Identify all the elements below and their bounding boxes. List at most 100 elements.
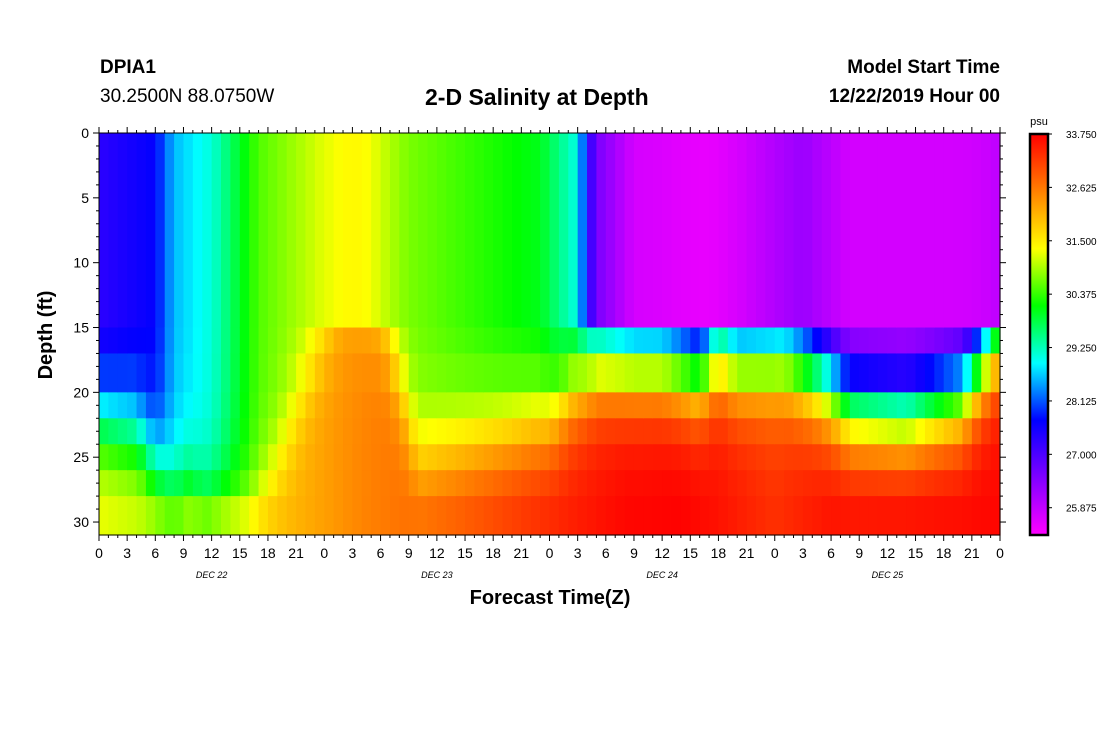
heatmap-cell	[249, 392, 260, 419]
heatmap-cell	[314, 392, 325, 419]
heatmap-cell	[690, 327, 701, 355]
heatmap-cell	[286, 418, 297, 445]
heatmap-cell	[568, 496, 579, 536]
heatmap-cell	[821, 133, 832, 329]
heatmap-cell	[502, 327, 513, 355]
heatmap-cell	[418, 444, 429, 471]
heatmap-cell	[915, 470, 926, 497]
heatmap-cell	[877, 418, 888, 445]
heatmap-cell	[990, 444, 1001, 471]
heatmap-cell	[221, 392, 231, 419]
heatmap-cell	[192, 496, 203, 536]
heatmap-cell	[671, 133, 682, 329]
heatmap-cell	[784, 327, 795, 355]
heatmap-cell	[662, 496, 673, 536]
heatmap-cell	[774, 496, 785, 536]
heatmap-cell	[258, 392, 269, 419]
heatmap-cell	[859, 418, 870, 445]
x-tick-label: 0	[320, 545, 328, 561]
heatmap-cell	[521, 133, 532, 329]
heatmap-cell	[737, 444, 748, 471]
heatmap-cell	[286, 392, 297, 419]
x-tick-label: 21	[288, 545, 304, 561]
colorbar-tick-label: 29.250	[1066, 344, 1097, 355]
x-tick-label: 15	[682, 545, 698, 561]
heatmap-cell	[840, 353, 851, 393]
heatmap-cell	[849, 327, 860, 355]
heatmap-cell	[784, 133, 795, 329]
heatmap-cell	[990, 327, 1001, 355]
heatmap-cell	[521, 470, 532, 497]
heatmap-cell	[474, 392, 485, 419]
heatmap-cell	[558, 327, 569, 355]
heatmap-cell	[465, 470, 476, 497]
heatmap-cell	[680, 327, 691, 355]
heatmap-cell	[568, 418, 579, 445]
heatmap-cell	[230, 392, 241, 419]
heatmap-cell	[549, 353, 560, 393]
heatmap-cell	[127, 470, 138, 497]
heatmap-cell	[258, 133, 269, 329]
heatmap-cell	[615, 353, 626, 393]
heatmap-cell	[577, 392, 588, 419]
colorbar-tick-label: 31.500	[1066, 237, 1097, 248]
heatmap-cell	[971, 392, 982, 419]
heatmap-cell	[765, 496, 776, 536]
heatmap-cell	[755, 496, 766, 536]
heatmap-cell	[221, 418, 231, 445]
heatmap-cell	[305, 353, 316, 393]
heatmap-cell	[305, 327, 316, 355]
heatmap-cell	[239, 496, 250, 536]
heatmap-cell	[924, 444, 935, 471]
heatmap-cell	[549, 418, 560, 445]
heatmap-cell	[549, 444, 560, 471]
heatmap-cell	[324, 353, 335, 393]
heatmap-cell	[906, 418, 917, 445]
heatmap-cell	[906, 353, 917, 393]
heatmap-cell	[258, 496, 269, 536]
heatmap-cell	[971, 496, 982, 536]
heatmap-cell	[249, 418, 260, 445]
heatmap-cell	[962, 353, 973, 393]
x-tick-label: 18	[485, 545, 501, 561]
heatmap-cell	[774, 418, 785, 445]
heatmap-cell	[333, 470, 344, 497]
heatmap-cell	[793, 444, 804, 471]
heatmap-cell	[840, 133, 851, 329]
station-coordinates: 30.2500N 88.0750W	[100, 86, 275, 107]
heatmap-cell	[493, 133, 504, 329]
heatmap-cell	[690, 418, 701, 445]
heatmap-cell	[136, 327, 147, 355]
heatmap-cell	[502, 392, 513, 419]
heatmap-cell	[446, 392, 457, 419]
heatmap-cell	[446, 353, 457, 393]
heatmap-cell	[108, 418, 119, 445]
heatmap-cell	[953, 392, 964, 419]
y-tick-label: 5	[81, 190, 89, 206]
heatmap-cell	[849, 444, 860, 471]
heatmap-cell	[577, 470, 588, 497]
heatmap-cell	[793, 392, 804, 419]
heatmap-cell	[211, 392, 222, 419]
x-tick-label: 12	[880, 545, 896, 561]
heatmap-cell	[99, 470, 109, 497]
heatmap-cell	[662, 444, 673, 471]
heatmap-cell	[239, 392, 250, 419]
heatmap-cell	[239, 327, 250, 355]
heatmap-cell	[267, 353, 278, 393]
heatmap-cell	[427, 444, 438, 471]
heatmap-cell	[577, 496, 588, 536]
heatmap-cell	[408, 353, 419, 393]
heatmap-cell	[615, 418, 626, 445]
heatmap-cell	[483, 392, 494, 419]
heatmap-cell	[183, 470, 194, 497]
heatmap-cell	[821, 392, 832, 419]
heatmap-cell	[568, 327, 579, 355]
heatmap-cell	[821, 496, 832, 536]
heatmap-cell	[990, 418, 1001, 445]
heatmap-cell	[953, 353, 964, 393]
heatmap-cell	[746, 327, 757, 355]
heatmap-cell	[511, 392, 522, 419]
heatmap-cell	[699, 496, 710, 536]
heatmap-cell	[202, 418, 213, 445]
